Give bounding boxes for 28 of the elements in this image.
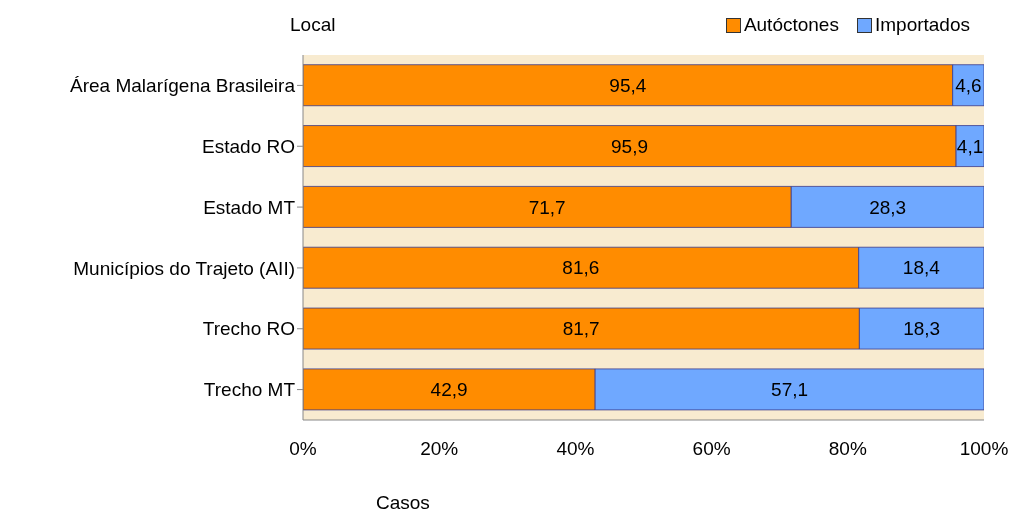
y-tick-label: Área Malarígena Brasileira [70, 75, 296, 97]
data-label: 81,7 [562, 318, 600, 340]
x-tick-label: 40% [556, 438, 595, 460]
x-axis-title: Casos [376, 492, 430, 514]
data-label: 18,3 [903, 318, 941, 340]
y-tick-label: Trecho RO [202, 318, 295, 340]
y-tick-label: Estado MT [203, 196, 296, 218]
data-label: 18,4 [902, 257, 941, 279]
series-label: Autóctones [743, 14, 839, 36]
data-label: 81,6 [562, 257, 600, 279]
data-label: 4,6 [955, 74, 982, 96]
y-tick-label: Estado RO [202, 135, 295, 157]
data-label: 4,1 [956, 135, 984, 157]
data-label: 95,4 [609, 74, 647, 96]
data-label: 42,9 [430, 379, 468, 401]
x-tick-label: 80% [828, 438, 867, 460]
y-tick-label: Trecho MT [203, 379, 296, 401]
y-axis-title: Local [290, 14, 336, 36]
data-label: 28,3 [869, 196, 907, 218]
x-tick-label: 20% [420, 438, 459, 460]
data-label: 71,7 [528, 196, 566, 218]
y-tick-label: Municípios do Trajeto (AII) [73, 257, 295, 279]
x-tick-label: 0% [289, 438, 317, 460]
x-tick-label: 100% [959, 438, 1009, 460]
data-label: 57,1 [771, 379, 809, 401]
x-tick-label: 60% [692, 438, 731, 460]
legend-label: Importados [874, 14, 970, 36]
data-label: 95,9 [611, 135, 649, 157]
